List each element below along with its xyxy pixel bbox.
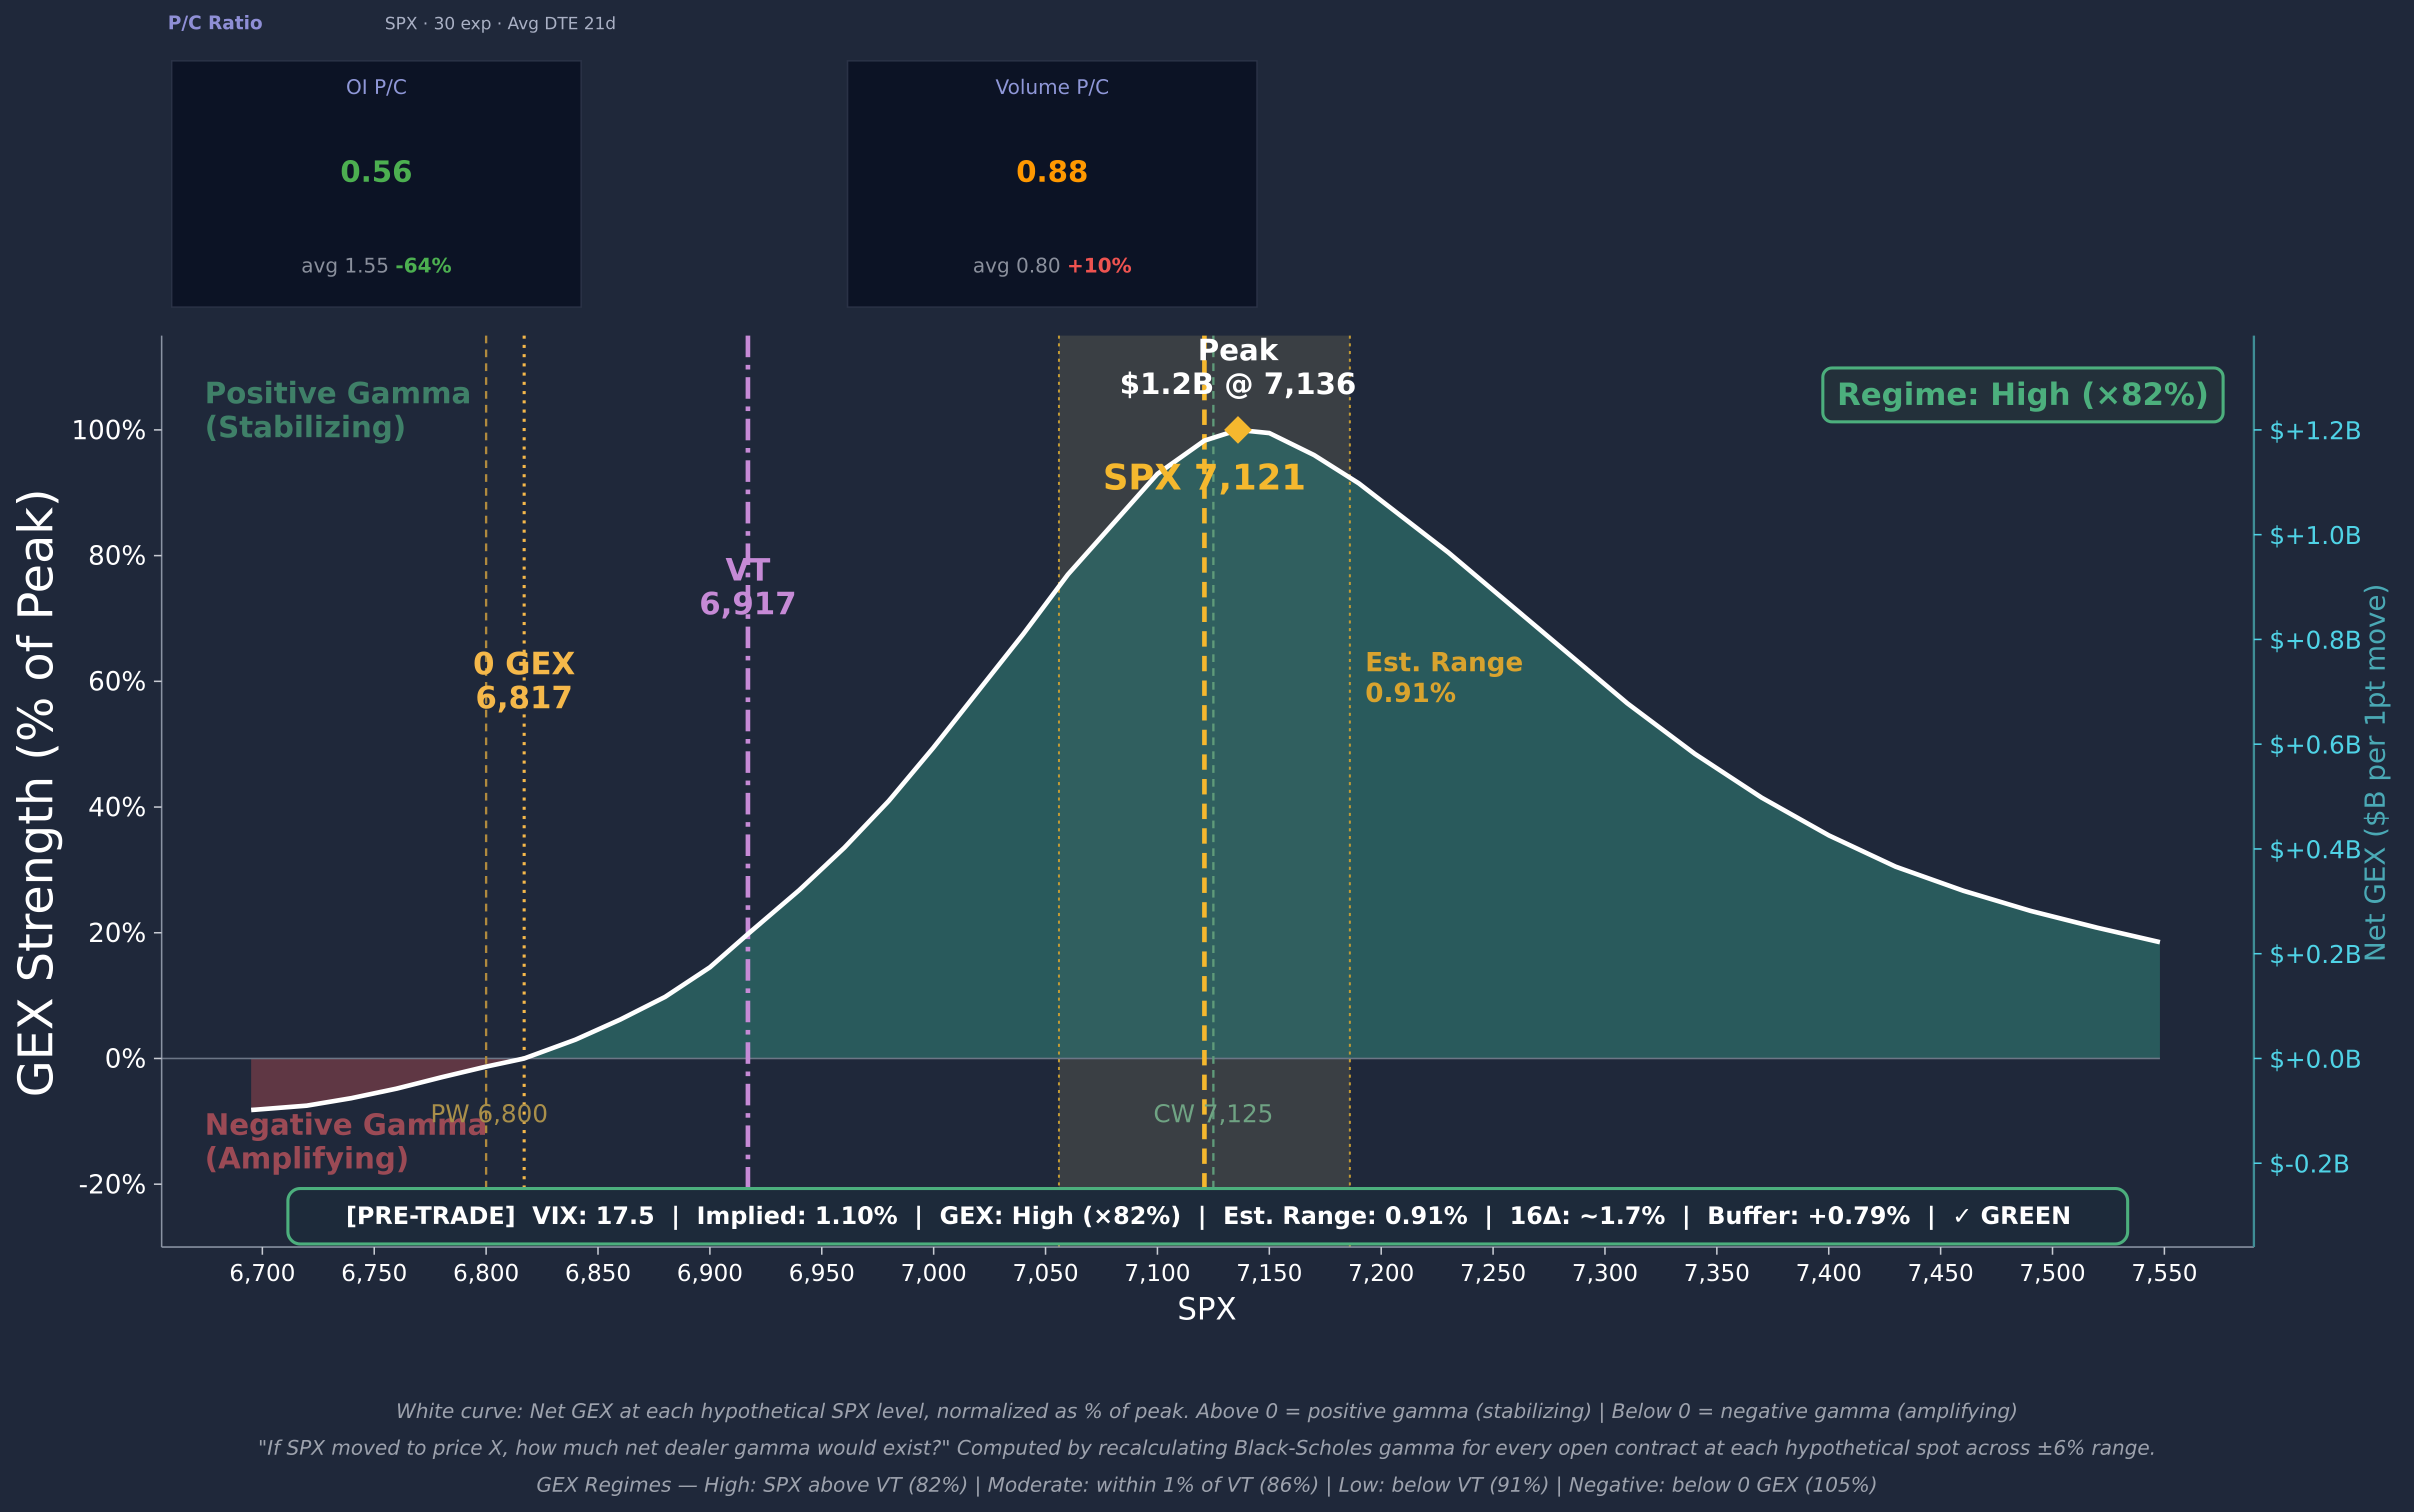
y-tick-label: -20%: [78, 1170, 146, 1200]
regime-label: Regime: High (×82%): [1837, 376, 2209, 412]
y-tick-label: 0%: [104, 1044, 146, 1074]
pc-ratio-title: P/C Ratio: [168, 12, 263, 34]
x-tick-label: 6,800: [453, 1260, 519, 1286]
est-range-value: 0.91%: [1366, 678, 1456, 708]
call-wall-label: CW 7,125: [1154, 1100, 1274, 1128]
footer-note-1: White curve: Net GEX at each hypothetica…: [396, 1400, 2018, 1424]
pretrade-banner: [PRE-TRADE] VIX: 17.5 | Implied: 1.10% |…: [286, 1186, 2130, 1246]
x-tick-label: 7,050: [1012, 1260, 1078, 1286]
x-tick-label: 7,500: [2020, 1260, 2086, 1286]
y2-tick-label: $+0.0B: [2270, 1044, 2362, 1074]
zero-gex-label: 0 GEX: [473, 646, 575, 682]
est-range-label: Est. Range: [1366, 647, 1524, 678]
positive-gamma-area: [524, 430, 2160, 1058]
x-tick-label: 6,950: [788, 1260, 854, 1286]
volume-pc-average: avg 0.80 +10%: [848, 256, 1256, 278]
peak-label: Peak: [1198, 334, 1280, 368]
x-tick-label: 7,450: [1908, 1260, 1974, 1286]
negative-gamma-label: Negative Gamma: [205, 1108, 488, 1142]
oi-pc-avg-text: avg 1.55: [301, 256, 390, 279]
volume-pc-avg-text: avg 0.80: [972, 256, 1061, 279]
oi-pc-label: OI P/C: [346, 76, 407, 100]
x-tick-label: 7,100: [1124, 1260, 1190, 1286]
y-tick-label: 40%: [88, 792, 146, 823]
negative-gamma-area: [251, 1058, 524, 1110]
pretrade-summary: [PRE-TRADE] VIX: 17.5 | Implied: 1.10% |…: [346, 1202, 2071, 1230]
oi-pc-value: 0.56: [340, 155, 413, 190]
volume-pc-value: 0.88: [1016, 155, 1088, 190]
volume-pc-card: Volume P/C 0.88 avg 0.80 +10%: [846, 60, 1258, 308]
y2-tick-label: $+0.4B: [2270, 835, 2362, 864]
footer-note-2: "If SPX moved to price X, how much net d…: [258, 1438, 2156, 1462]
y-tick-label: 80%: [88, 541, 146, 572]
positive-gamma-label: Positive Gamma: [205, 376, 472, 410]
positive-gamma-sublabel: (Stabilizing): [205, 410, 406, 444]
peak-marker: [1224, 416, 1252, 444]
x-tick-label: 7,250: [1460, 1260, 1526, 1286]
zero-gex-value: 6,817: [476, 680, 573, 716]
x-tick-label: 7,400: [1796, 1260, 1862, 1286]
y2-tick-label: $-0.2B: [2270, 1150, 2350, 1178]
y2-tick-label: $+0.6B: [2270, 730, 2362, 760]
pc-ratio-subtitle: SPX · 30 exp · Avg DTE 21d: [384, 14, 616, 34]
x-tick-label: 7,350: [1684, 1260, 1750, 1286]
x-tick-label: 7,550: [2132, 1260, 2198, 1286]
vt-value: 6,917: [699, 586, 796, 622]
x-axis-label: SPX: [1178, 1291, 1236, 1327]
oi-pc-average: avg 1.55 -64%: [172, 256, 580, 278]
x-tick-label: 7,200: [1348, 1260, 1414, 1286]
oi-pc-delta: -64%: [395, 256, 452, 279]
volume-pc-label: Volume P/C: [995, 76, 1110, 100]
negative-gamma-sublabel: (Amplifying): [205, 1142, 410, 1176]
left-axis-label: GEX Strength (% of Peak): [8, 488, 64, 1098]
x-tick-label: 7,000: [900, 1260, 966, 1286]
put-wall-label: PW 6,800: [430, 1100, 548, 1128]
y2-tick-label: $+0.2B: [2270, 940, 2362, 969]
y2-tick-label: $+1.2B: [2270, 416, 2362, 445]
gex-profile-chart: 6,700 6,750 6,800 6,850 6,900 6,950 7,000 7,050…: [8, 334, 2392, 1327]
oi-pc-card: OI P/C 0.56 avg 1.55 -64%: [170, 60, 582, 308]
right-axis-label: Net GEX ($B per 1pt move): [2360, 584, 2392, 962]
peak-value: $1.2B @ 7,136: [1120, 367, 1356, 401]
x-tick-label: 6,750: [341, 1260, 407, 1286]
y-tick-label: 20%: [88, 918, 146, 948]
x-tick-label: 7,300: [1572, 1260, 1638, 1286]
x-tick-label: 6,850: [565, 1260, 631, 1286]
y-tick-label: 100%: [72, 415, 146, 446]
y-tick-label: 60%: [88, 666, 146, 697]
x-tick-label: 6,900: [677, 1260, 743, 1286]
footer-note-3: GEX Regimes — High: SPX above VT (82%) |…: [536, 1474, 1878, 1498]
gex-curve: [250, 428, 2160, 1112]
volume-pc-delta: +10%: [1067, 256, 1132, 279]
regime-badge: Regime: High (×82%): [1821, 366, 2225, 424]
spx-label: SPX 7,121: [1103, 456, 1306, 498]
x-tick-label: 6,700: [230, 1260, 296, 1286]
y2-tick-label: $+1.0B: [2270, 521, 2362, 550]
y2-tick-label: $+0.8B: [2270, 626, 2362, 654]
x-tick-label: 7,150: [1236, 1260, 1302, 1286]
vt-label: VT: [726, 552, 770, 588]
